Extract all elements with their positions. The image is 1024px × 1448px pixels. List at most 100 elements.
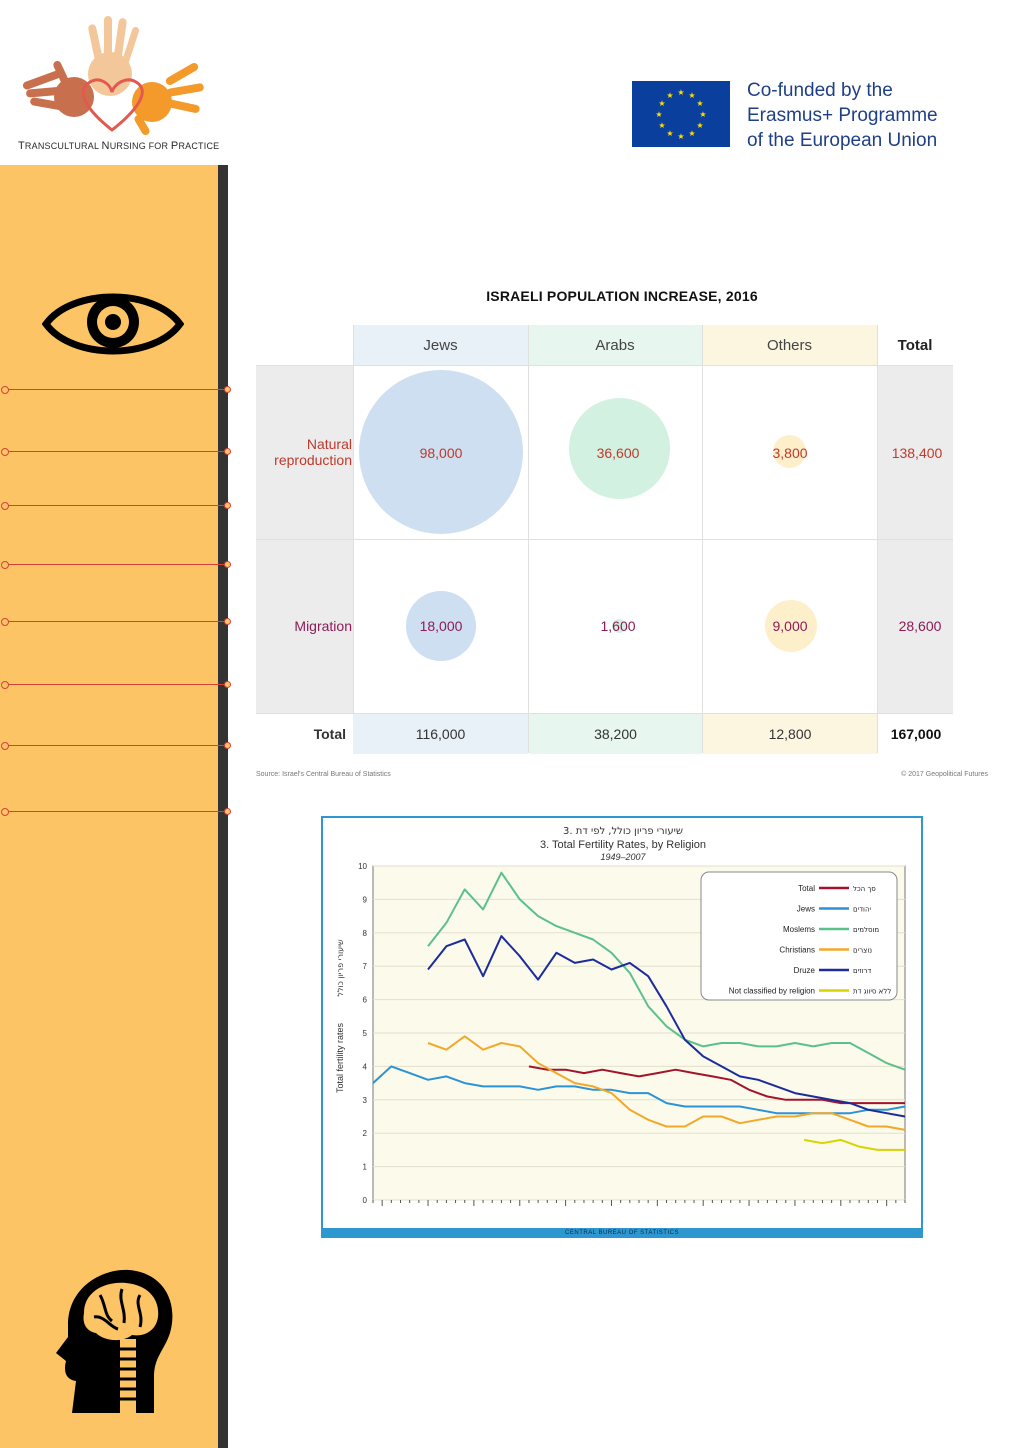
value-total-migration: 28,600 bbox=[898, 618, 942, 634]
sidebar bbox=[0, 165, 218, 1448]
sidebar-rule bbox=[1, 386, 231, 394]
chart-footer: CENTRAL BUREAU OF STATISTICS bbox=[321, 1228, 923, 1238]
column-header-jews: Jews bbox=[353, 325, 528, 365]
fertility-chart: 3. שיעורי פריון כולל, לפי דת 3. Total Fe… bbox=[321, 816, 923, 1238]
legend-label-hebrew: מוסלמים bbox=[853, 926, 879, 934]
series-line-not-classified-by-religion bbox=[803, 1138, 905, 1151]
svg-text:★: ★ bbox=[699, 110, 706, 119]
grid-line bbox=[528, 325, 529, 753]
sidebar-rule bbox=[1, 448, 231, 456]
eu-cofunding-text: Co-funded by the Erasmus+ Programme of t… bbox=[747, 78, 938, 153]
fertility-chart-svg: 3. שיעורי פריון כולל, לפי דת 3. Total Fe… bbox=[335, 826, 906, 1206]
svg-text:★: ★ bbox=[666, 91, 673, 100]
legend-label-hebrew: סך הכל bbox=[853, 885, 876, 893]
y-tick-label: 4 bbox=[363, 1062, 368, 1071]
svg-text:★: ★ bbox=[677, 88, 684, 97]
sidebar-rule bbox=[1, 502, 231, 510]
table-copyright: © 2017 Geopolitical Futures bbox=[901, 771, 988, 778]
eu-text-line3: of the European Union bbox=[747, 130, 938, 151]
legend-label-hebrew: נוצרים bbox=[853, 947, 872, 955]
total-jews: 116,000 bbox=[353, 714, 528, 754]
value-others-natural: 3,800 bbox=[772, 445, 808, 461]
legend-label-hebrew: יהודים bbox=[853, 906, 872, 914]
svg-text:★: ★ bbox=[688, 91, 695, 100]
legend-label-hebrew: דרוזים bbox=[853, 967, 871, 975]
y-tick-label: 8 bbox=[363, 929, 368, 938]
column-header-total: Total bbox=[897, 336, 933, 354]
chart-ylabel: Total fertility rates bbox=[335, 1022, 345, 1093]
sidebar-rule bbox=[1, 681, 231, 689]
svg-text:★: ★ bbox=[696, 99, 703, 108]
svg-text:★: ★ bbox=[677, 132, 684, 141]
legend-label-hebrew: ללא סיווג דת bbox=[853, 988, 891, 996]
value-jews-migration: 18,000 bbox=[419, 618, 463, 634]
y-tick-label: 5 bbox=[363, 1029, 368, 1038]
y-tick-label: 7 bbox=[363, 962, 368, 971]
y-tick-label: 0 bbox=[363, 1196, 368, 1205]
series-line-total bbox=[528, 1065, 905, 1105]
legend-label: Christians bbox=[779, 946, 815, 955]
sidebar-rule bbox=[1, 742, 231, 750]
chart-ylabel-hebrew: שיעורי פריון כולל bbox=[336, 939, 345, 997]
row-label-migration: Migration bbox=[294, 618, 352, 634]
row-label-natural-reproduction: Natural reproduction bbox=[274, 436, 352, 468]
eu-text-line1: Co-funded by the bbox=[747, 80, 893, 101]
legend-box bbox=[700, 871, 898, 1001]
series-line-moslems bbox=[427, 871, 906, 1071]
y-tick-label: 6 bbox=[363, 996, 368, 1005]
hands-heart-logo-icon bbox=[22, 16, 204, 136]
grid-line bbox=[877, 325, 878, 753]
legend-label: Moslems bbox=[783, 925, 815, 934]
sidebar-rule bbox=[1, 808, 231, 816]
column-header-arabs: Arabs bbox=[528, 325, 702, 365]
chart-title: 3. Total Fertility Rates, by Religion bbox=[540, 839, 706, 851]
svg-text:★: ★ bbox=[666, 129, 673, 138]
logo-tagline: TRANSCULTURAL NURSING FOR PRACTICE bbox=[18, 140, 220, 152]
bubble-others-migration bbox=[765, 600, 817, 652]
y-tick-label: 9 bbox=[363, 895, 368, 904]
chart-subtitle: 1949–2007 bbox=[600, 852, 646, 862]
total-arabs: 38,200 bbox=[529, 714, 702, 754]
grid-line bbox=[256, 539, 953, 540]
legend-label: Jews bbox=[797, 905, 815, 914]
grand-total: 167,000 bbox=[890, 726, 942, 742]
value-arabs-migration: 1,600 bbox=[600, 618, 636, 634]
series-line-druze bbox=[427, 935, 906, 1118]
logo bbox=[14, 12, 214, 136]
value-others-migration: 9,000 bbox=[772, 618, 808, 634]
total-others: 12,800 bbox=[703, 714, 877, 754]
svg-text:★: ★ bbox=[696, 121, 703, 130]
grid-line bbox=[256, 713, 953, 714]
grid-line bbox=[702, 325, 703, 753]
column-header-others: Others bbox=[702, 325, 877, 365]
svg-text:★: ★ bbox=[688, 129, 695, 138]
sidebar-rule bbox=[1, 618, 231, 626]
head-brain-icon bbox=[54, 1265, 178, 1413]
legend-label: Druze bbox=[794, 966, 816, 975]
sidebar-rule bbox=[1, 561, 231, 569]
grid-line bbox=[256, 365, 953, 366]
value-total-natural: 138,400 bbox=[891, 445, 943, 461]
svg-text:★: ★ bbox=[658, 99, 665, 108]
series-line-christians bbox=[427, 1035, 906, 1131]
y-tick-label: 1 bbox=[363, 1163, 368, 1172]
bubble-jews-natural bbox=[359, 370, 523, 534]
svg-text:★: ★ bbox=[658, 121, 665, 130]
y-tick-label: 3 bbox=[363, 1096, 368, 1105]
bubble-arabs-migration bbox=[612, 619, 626, 633]
table-source: Source: Israel's Central Bureau of Stati… bbox=[256, 771, 391, 778]
grid-line bbox=[353, 325, 354, 753]
legend-label: Total bbox=[798, 884, 815, 893]
sidebar-edge bbox=[218, 165, 228, 1448]
bubble-others-natural bbox=[773, 435, 806, 468]
y-tick-label: 10 bbox=[358, 862, 367, 871]
totals-label: Total bbox=[313, 726, 346, 742]
svg-text:★: ★ bbox=[655, 110, 662, 119]
bubble-arabs-natural bbox=[569, 398, 670, 499]
eu-text-line2: Erasmus+ Programme bbox=[747, 105, 938, 126]
eye-icon bbox=[41, 286, 185, 362]
eu-flag-icon: ★ ★ ★ ★ ★ ★ ★ ★ ★ ★ ★ ★ bbox=[632, 81, 730, 147]
legend-label: Not classified by religion bbox=[729, 987, 815, 996]
value-arabs-natural: 36,600 bbox=[596, 445, 640, 461]
bubble-jews-migration bbox=[406, 591, 476, 661]
